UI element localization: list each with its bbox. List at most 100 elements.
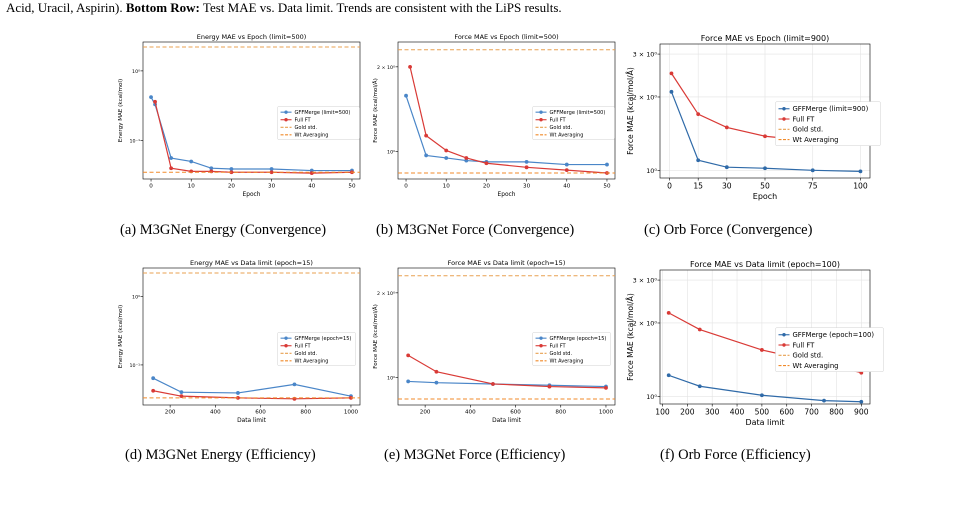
- x-tick-label: 800: [555, 410, 566, 416]
- x-tick-label: 700: [804, 408, 819, 417]
- data-point: [169, 166, 174, 171]
- legend-box: [277, 106, 360, 140]
- x-tick-label: 1000: [599, 410, 614, 416]
- x-tick-label: 1000: [344, 410, 359, 416]
- data-point: [209, 166, 214, 171]
- legend-box: [775, 327, 884, 372]
- data-point: [524, 159, 529, 164]
- legend-label: GFFMerge (epoch=15): [550, 336, 607, 342]
- data-point: [292, 382, 297, 387]
- data-point: [858, 169, 863, 174]
- chart-title: Force MAE vs Epoch (limit=500): [454, 33, 558, 41]
- legend-label: Gold std.: [550, 351, 573, 357]
- y-tick-label: 10⁰: [387, 376, 395, 382]
- series-line: [405, 95, 607, 166]
- y-tick-label: 2 × 10⁰: [377, 65, 395, 71]
- caption-a: (a) M3GNet Energy (Convergence): [120, 222, 327, 238]
- data-point: [524, 165, 529, 170]
- y-tick-label: 2 × 10⁰: [633, 94, 658, 102]
- y-tick-label: 10⁰: [132, 69, 140, 75]
- x-tick-label: 40: [308, 184, 316, 190]
- x-tick-label: 800: [829, 408, 844, 417]
- data-point: [406, 353, 411, 358]
- series-line: [409, 66, 608, 174]
- legend-label: GFFMerge (limit=500): [295, 110, 351, 116]
- data-point: [810, 168, 815, 173]
- data-point: [151, 388, 156, 393]
- x-tick-label: 400: [465, 410, 476, 416]
- header-prefix: Acid, Uracil, Aspirin).: [6, 0, 123, 15]
- data-point: [564, 162, 569, 167]
- legend-label: Gold std.: [295, 125, 318, 131]
- data-point: [189, 159, 194, 164]
- data-point: [424, 153, 429, 158]
- x-tick-label: 30: [523, 184, 531, 190]
- chart-title: Force MAE vs Epoch (limit=900): [701, 34, 829, 43]
- x-axis-label: Data limit: [745, 418, 784, 427]
- legend-label: Wt Averaging: [295, 359, 329, 365]
- data-point: [669, 71, 674, 76]
- x-tick-label: 10: [443, 184, 451, 190]
- data-point: [444, 148, 449, 153]
- data-point: [696, 112, 701, 117]
- x-tick-label: 30: [722, 182, 732, 191]
- data-point: [269, 167, 274, 171]
- data-point: [666, 310, 671, 315]
- legend-marker: [284, 336, 288, 340]
- data-point: [763, 134, 767, 139]
- data-point: [491, 382, 495, 386]
- plot-area: [398, 49, 615, 175]
- y-axis-label: Energy MAE (kcal/mol): [118, 79, 124, 142]
- chart-m3gnet-energy-convergence: Energy MAE vs Epoch (limit=500) 0 10 20 30 40…: [118, 33, 361, 198]
- data-point: [179, 394, 184, 399]
- data-point: [179, 390, 184, 395]
- legend-label: Gold std.: [295, 351, 318, 357]
- chart-m3gnet-force-convergence: Force MAE vs Epoch (limit=500) 0 10 20 30 40 5…: [372, 33, 616, 198]
- x-tick-label: 600: [510, 410, 521, 416]
- x-tick-label: 0: [667, 182, 672, 191]
- legend-label: Full FT: [793, 341, 816, 349]
- legend-marker: [284, 110, 288, 114]
- x-tick-label: 200: [165, 410, 176, 416]
- data-point: [464, 158, 469, 163]
- x-axis-label: Epoch: [498, 192, 516, 198]
- data-point: [151, 376, 156, 381]
- series-line: [152, 377, 352, 397]
- caption-b: (b) M3GNet Force (Convergence): [376, 222, 575, 238]
- x-tick-label: 50: [603, 184, 611, 190]
- x-tick-label: 100: [655, 408, 670, 417]
- legend-box: [532, 332, 611, 366]
- legend-marker: [539, 344, 543, 348]
- caption-f: (f) Orb Force (Efficiency): [660, 447, 811, 463]
- panel-a: Energy MAE vs Epoch (limit=500) 0 10 20 30 40…: [115, 32, 365, 212]
- legend-marker: [284, 344, 288, 348]
- x-tick-label: 300: [705, 408, 720, 417]
- y-tick-label: 10⁰: [646, 393, 657, 401]
- x-tick-label: 500: [755, 408, 770, 417]
- panel-e: Force MAE vs Data limit (epoch=15) 200 400…: [370, 258, 620, 438]
- legend-box: [277, 332, 356, 366]
- chart-title: Force MAE vs Data limit (epoch=100): [690, 260, 840, 269]
- data-point: [605, 162, 609, 167]
- data-point: [859, 399, 864, 404]
- legend-marker: [782, 343, 786, 347]
- data-point: [444, 156, 449, 160]
- legend-label: Full FT: [295, 344, 312, 350]
- data-point: [763, 166, 767, 171]
- chart-title: Energy MAE vs Epoch (limit=500): [197, 33, 307, 41]
- x-axis-label: Epoch: [753, 192, 777, 201]
- x-tick-label: 600: [255, 410, 266, 416]
- plot-frame: [397, 267, 616, 406]
- data-point: [696, 158, 701, 163]
- data-point: [229, 167, 234, 171]
- caption-header: Acid, Uracil, Aspirin). Bottom Row: Test…: [6, 0, 562, 16]
- series-line: [670, 91, 861, 172]
- legend-marker: [782, 117, 786, 121]
- x-tick-label: 20: [228, 184, 236, 190]
- chart-orb-force-convergence: Force MAE vs Epoch (limit=900) 0 15 30 50 75 1…: [626, 34, 881, 201]
- data-point: [149, 95, 153, 100]
- legend-label: Gold std.: [550, 125, 573, 131]
- data-point: [724, 125, 729, 130]
- legend-label: Full FT: [550, 118, 567, 124]
- x-tick-label: 600: [779, 408, 794, 417]
